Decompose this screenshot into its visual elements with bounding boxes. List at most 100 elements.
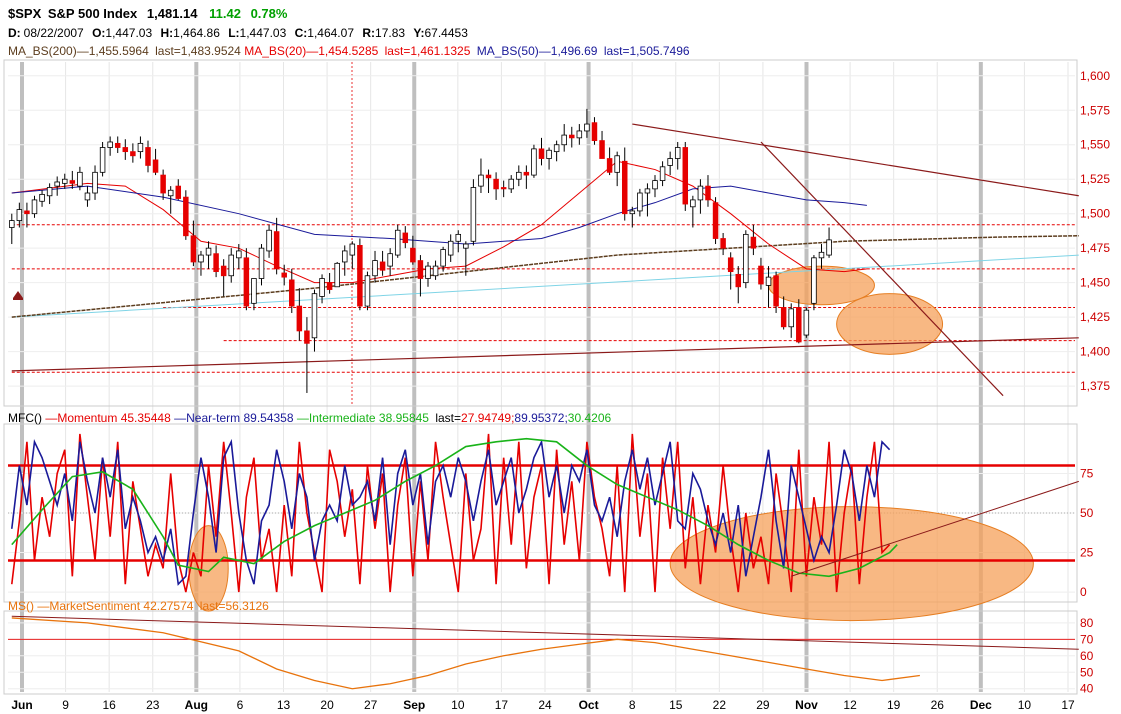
- candle-body: [77, 171, 83, 187]
- ms-trendline: [11, 615, 1079, 650]
- x-tick-label: 17: [1061, 698, 1075, 712]
- y-tick-label: 1,450: [1080, 276, 1110, 290]
- candle-body: [569, 134, 575, 139]
- price-change-pct: 0.78%: [251, 6, 288, 21]
- candle-body: [130, 151, 136, 157]
- y-tick-label: 25: [1080, 546, 1094, 560]
- mfc-panel: [8, 433, 1079, 622]
- y-tick-label: 75: [1080, 466, 1094, 480]
- candle-body: [735, 273, 741, 288]
- x-tick-label: 27: [364, 698, 378, 712]
- candle-body: [591, 122, 598, 142]
- candle-body: [826, 239, 832, 256]
- y-tick-label: 50: [1080, 506, 1094, 520]
- candle-body: [516, 171, 522, 180]
- candle-body: [319, 278, 325, 297]
- y-tick-label: 1,600: [1080, 69, 1110, 83]
- candle-body: [508, 178, 514, 190]
- x-tick-label: Nov: [795, 698, 818, 712]
- x-tick-label: Jun: [11, 698, 32, 712]
- alert-arrow-icon[interactable]: [13, 291, 23, 300]
- y-tick-label: 1,500: [1080, 207, 1110, 221]
- candle-body: [9, 220, 15, 228]
- candle-body: [803, 309, 810, 336]
- candle-body: [311, 293, 318, 339]
- chart-title: $SPX S&P 500 Index 1,481.14 11.42 0.78%: [8, 6, 288, 21]
- candle-body: [690, 199, 696, 208]
- candle-body: [296, 305, 303, 332]
- candle-body: [342, 250, 348, 263]
- candle-body: [99, 147, 106, 173]
- candle-body: [357, 245, 363, 307]
- candle-body: [811, 257, 817, 304]
- y-tick-label: 40: [1080, 682, 1094, 696]
- ma-legend: MA_BS(200)—1,455.5964 last=1,483.9524 MA…: [8, 44, 690, 58]
- candle-body: [220, 265, 227, 277]
- candle-body: [765, 276, 772, 286]
- x-tick-label: 6: [237, 698, 244, 712]
- candle-body: [523, 171, 530, 176]
- candle-body: [447, 240, 454, 256]
- candle-body: [402, 232, 409, 244]
- candle-body: [167, 189, 174, 197]
- indicator-line: [11, 437, 898, 578]
- candle-body: [92, 171, 98, 194]
- panel-frame: [3, 610, 1078, 695]
- y-tick-label: 1,400: [1080, 345, 1110, 359]
- candle-body: [410, 247, 416, 263]
- candle-body: [175, 185, 182, 199]
- candle-body: [584, 123, 590, 132]
- candle-body: [379, 261, 386, 271]
- highlight-circle: [669, 506, 1034, 622]
- candle-body: [46, 187, 53, 197]
- x-tick-label: 15: [669, 698, 683, 712]
- candle-body: [780, 307, 787, 328]
- candle-body: [394, 229, 401, 256]
- candle-body: [493, 178, 499, 190]
- x-tick-label: 20: [320, 698, 334, 712]
- candle-body: [69, 180, 76, 184]
- highlight-circle: [188, 525, 229, 612]
- candle-body: [818, 251, 825, 259]
- panel-frame: [3, 423, 1078, 603]
- y-tick-label: 1,550: [1080, 138, 1110, 152]
- candle-body: [190, 235, 197, 263]
- downtrend-line: [632, 123, 1079, 197]
- candle-body: [213, 253, 219, 273]
- y-tick-label: 1,525: [1080, 172, 1110, 186]
- candle-body: [289, 279, 295, 307]
- candle-body: [705, 185, 711, 201]
- candle-body: [273, 231, 280, 270]
- x-tick-label: 9: [62, 698, 69, 712]
- candle-body: [652, 180, 658, 190]
- x-tick-label: 22: [713, 698, 727, 712]
- x-tick-label: 13: [277, 698, 291, 712]
- panel-frame: [3, 59, 1078, 407]
- candle-body: [470, 187, 477, 242]
- candle-body: [326, 282, 333, 290]
- candle-body: [364, 275, 371, 307]
- candle-body: [304, 330, 310, 344]
- candle-body: [183, 196, 189, 237]
- candle-body: [674, 147, 681, 159]
- candle-body: [500, 187, 507, 190]
- y-tick-label: 80: [1080, 616, 1094, 630]
- candle-body: [667, 158, 673, 166]
- candle-body: [463, 243, 469, 249]
- candle-body: [152, 159, 159, 173]
- axis-layer: Jun 9 16 23 Aug 6 13 20 27 Sep 10 17 24 Oct 8 15 22 29 Nov…: [11, 69, 1110, 712]
- candle-body: [750, 236, 757, 249]
- candle-body: [198, 254, 204, 263]
- x-tick-label: 17: [495, 698, 509, 712]
- x-tick-label: 8: [629, 698, 636, 712]
- candle-body: [796, 307, 802, 343]
- y-tick-label: 1,475: [1080, 241, 1110, 255]
- y-tick-label: 0: [1080, 585, 1087, 599]
- candle-body: [205, 247, 212, 256]
- x-tick-label: 24: [538, 698, 552, 712]
- candle-body: [531, 148, 537, 176]
- mfc-legend: MFC() —Momentum 45.35448 —Near-term 89.5…: [8, 411, 612, 425]
- candle-body: [788, 308, 794, 328]
- moving-average-line: [11, 185, 867, 245]
